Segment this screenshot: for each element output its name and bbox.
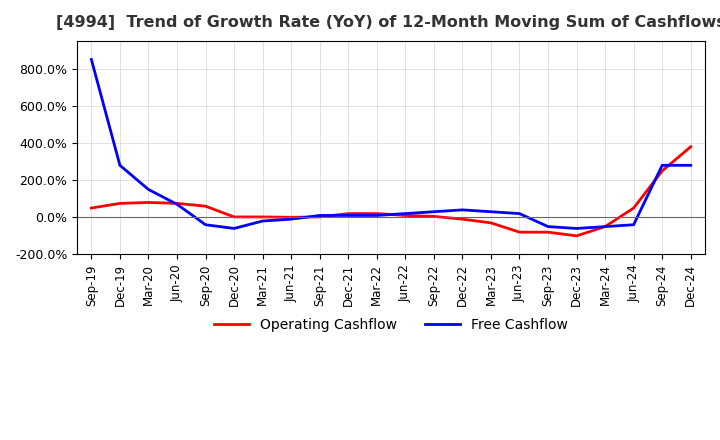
Operating Cashflow (372, 211, 381, 216)
Operating Cashflow (315, 214, 324, 220)
Free Cashflow (344, 213, 353, 218)
Operating Cashflow (401, 213, 410, 218)
Operating Cashflow (144, 200, 153, 205)
Operating Cashflow (287, 215, 295, 220)
Free Cashflow (458, 207, 467, 213)
Operating Cashflow (544, 230, 552, 235)
Free Cashflow (658, 163, 667, 168)
Operating Cashflow (430, 214, 438, 219)
Operating Cashflow (572, 233, 581, 238)
Free Cashflow (173, 202, 181, 207)
Operating Cashflow (658, 168, 667, 173)
Operating Cashflow (344, 211, 353, 216)
Free Cashflow (401, 211, 410, 216)
Line: Free Cashflow: Free Cashflow (91, 59, 690, 228)
Operating Cashflow (487, 220, 495, 226)
Operating Cashflow (87, 205, 96, 211)
Operating Cashflow (116, 201, 125, 206)
Operating Cashflow (629, 205, 638, 211)
Free Cashflow (116, 163, 125, 168)
Free Cashflow (201, 222, 210, 227)
Free Cashflow (572, 226, 581, 231)
Legend: Operating Cashflow, Free Cashflow: Operating Cashflow, Free Cashflow (209, 312, 573, 337)
Free Cashflow (544, 224, 552, 229)
Operating Cashflow (686, 144, 695, 150)
Operating Cashflow (258, 214, 267, 220)
Free Cashflow (686, 163, 695, 168)
Operating Cashflow (230, 214, 238, 220)
Free Cashflow (430, 209, 438, 214)
Free Cashflow (258, 218, 267, 224)
Free Cashflow (629, 222, 638, 227)
Free Cashflow (87, 57, 96, 62)
Title: [4994]  Trend of Growth Rate (YoY) of 12-Month Moving Sum of Cashflows: [4994] Trend of Growth Rate (YoY) of 12-… (56, 15, 720, 30)
Free Cashflow (372, 213, 381, 218)
Operating Cashflow (600, 224, 609, 229)
Free Cashflow (516, 211, 524, 216)
Operating Cashflow (516, 230, 524, 235)
Free Cashflow (487, 209, 495, 214)
Free Cashflow (315, 213, 324, 218)
Line: Operating Cashflow: Operating Cashflow (91, 147, 690, 236)
Free Cashflow (600, 224, 609, 229)
Free Cashflow (230, 226, 238, 231)
Free Cashflow (287, 216, 295, 222)
Operating Cashflow (458, 216, 467, 222)
Operating Cashflow (201, 204, 210, 209)
Free Cashflow (144, 187, 153, 192)
Operating Cashflow (173, 201, 181, 206)
